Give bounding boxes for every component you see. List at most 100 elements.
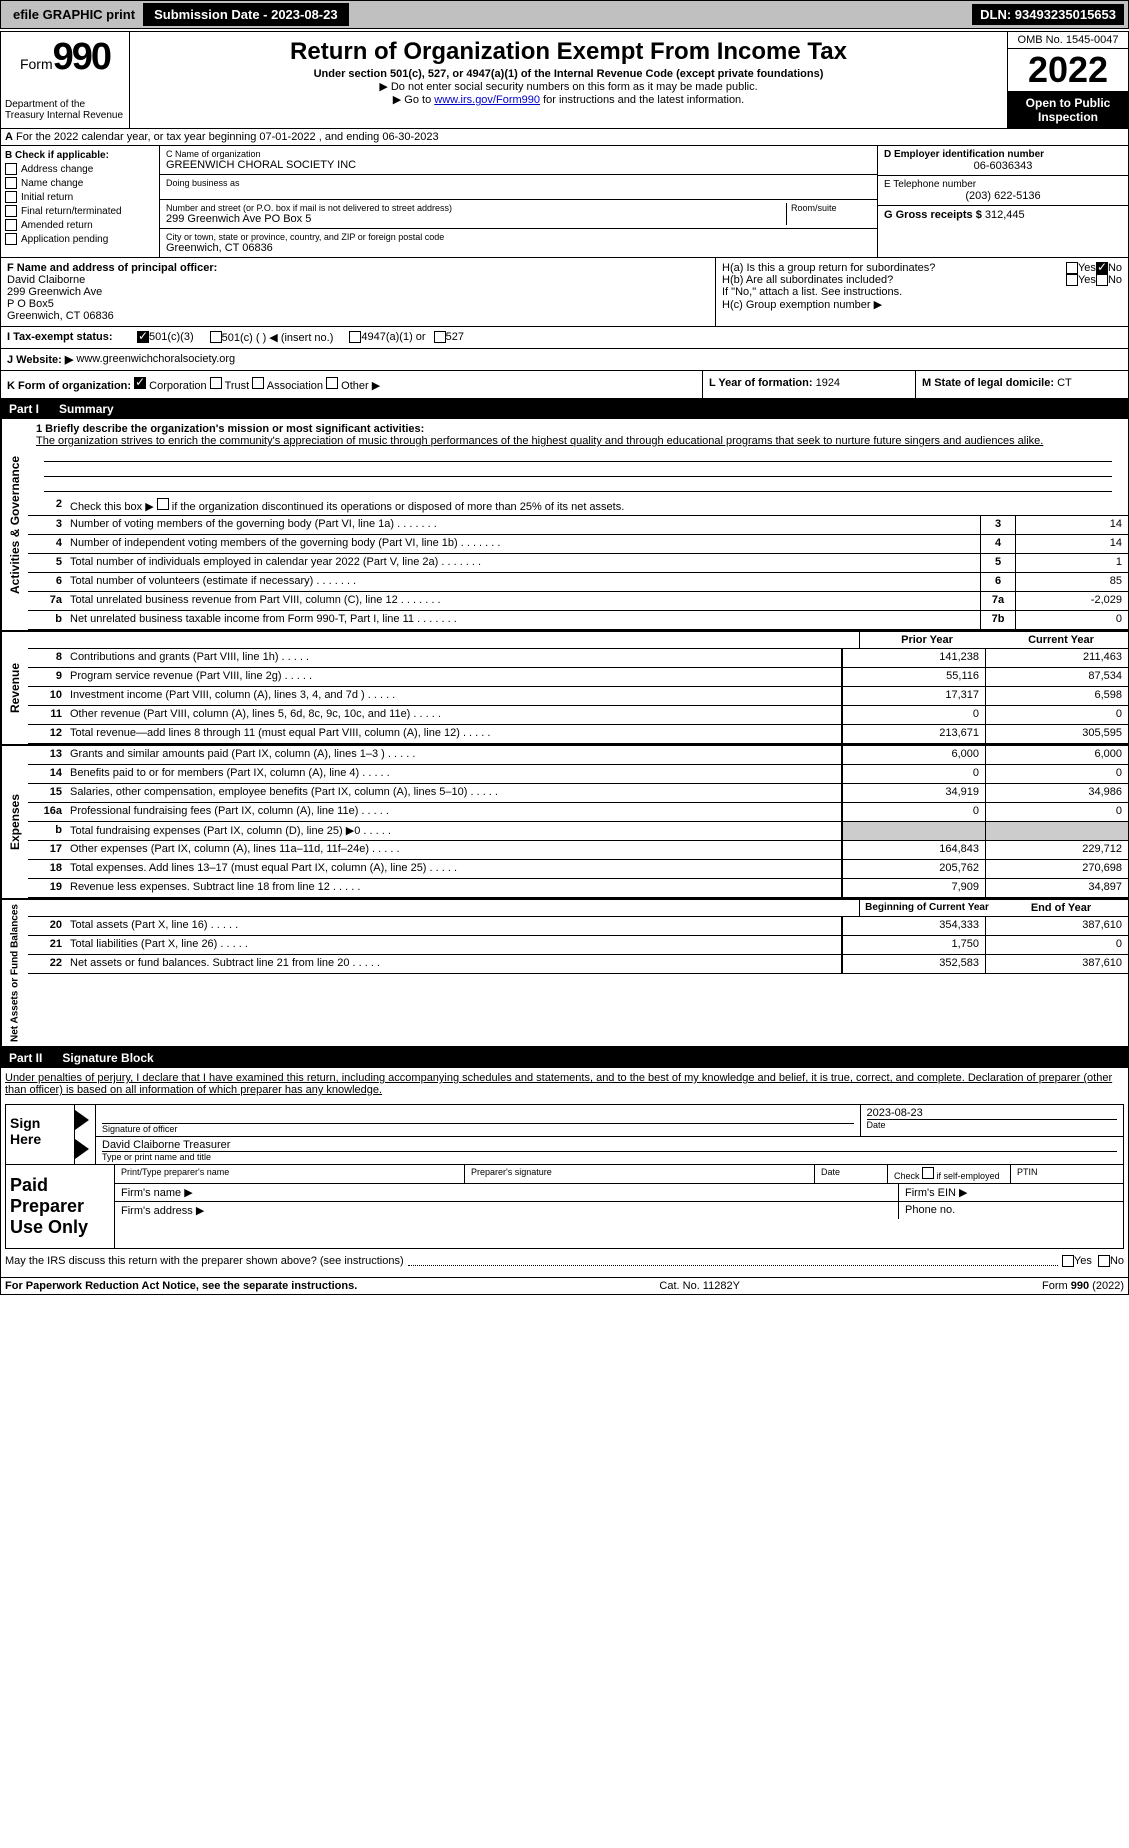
line-row: 6 Total number of volunteers (estimate i… <box>28 573 1128 592</box>
check-final-return[interactable] <box>5 205 17 217</box>
check-ha-yes[interactable] <box>1066 262 1078 274</box>
check-trust[interactable] <box>210 377 222 389</box>
line-row: 4 Number of independent voting members o… <box>28 535 1128 554</box>
officer-addr2: P O Box5 <box>7 298 709 310</box>
website-label: J Website: ▶ <box>7 353 73 366</box>
submission-date-button[interactable]: Submission Date - 2023-08-23 <box>143 3 349 26</box>
line-row: b Net unrelated business taxable income … <box>28 611 1128 630</box>
part-i-label: Part I <box>9 402 39 416</box>
sign-here-label: Sign Here <box>6 1105 75 1164</box>
begin-year-header: Beginning of Current Year <box>860 900 994 916</box>
ein-label: D Employer identification number <box>884 149 1122 160</box>
line2-suffix: if the organization discontinued its ope… <box>172 501 625 513</box>
sig-officer-label: Signature of officer <box>102 1123 854 1134</box>
irs-link[interactable]: www.irs.gov/Form990 <box>434 94 540 106</box>
top-bar: efile GRAPHIC print Submission Date - 20… <box>0 0 1129 29</box>
form-container: Form990 Department of the Treasury Inter… <box>0 31 1129 1295</box>
line1-text: The organization strives to enrich the c… <box>36 435 1120 447</box>
arrow-icon <box>75 1110 89 1130</box>
domicile-label: M State of legal domicile: <box>922 377 1054 389</box>
officer-name: David Claiborne <box>7 274 709 286</box>
line-row: 5 Total number of individuals employed i… <box>28 554 1128 573</box>
org-name: GREENWICH CHORAL SOCIETY INC <box>166 159 871 171</box>
sig-date-value: 2023-08-23 <box>867 1107 1118 1119</box>
part-ii-title: Signature Block <box>62 1051 153 1065</box>
netassets-vlabel: Net Assets or Fund Balances <box>1 900 28 1046</box>
penalty-text: Under penalties of perjury, I declare th… <box>5 1072 1124 1096</box>
check-discuss-no[interactable] <box>1098 1255 1110 1267</box>
check-other[interactable] <box>326 377 338 389</box>
check-address-change[interactable] <box>5 163 17 175</box>
gross-receipts-label: G Gross receipts $ <box>884 209 982 221</box>
line-row: 20 Total assets (Part X, line 16) . . . … <box>28 917 1128 936</box>
box-b: B Check if applicable: Address change Na… <box>1 146 160 257</box>
check-amended[interactable] <box>5 219 17 231</box>
hc-label: H(c) Group exemption number ▶ <box>722 298 1122 311</box>
form-org-label: K Form of organization: <box>7 380 131 392</box>
website-value: www.greenwichchoralsociety.org <box>76 353 235 366</box>
line-row: 16a Professional fundraising fees (Part … <box>28 803 1128 822</box>
omb-number: OMB No. 1545-0047 <box>1008 32 1128 49</box>
box-h: H(a) Is this a group return for subordin… <box>715 258 1128 326</box>
officer-typed-name: David Claiborne Treasurer <box>102 1139 1117 1151</box>
box-c: C Name of organization GREENWICH CHORAL … <box>160 146 878 257</box>
check-527[interactable] <box>434 331 446 343</box>
part-i-header: Part I Summary <box>1 399 1128 419</box>
signature-section: Under penalties of perjury, I declare th… <box>1 1068 1128 1277</box>
line-row: 9 Program service revenue (Part VIII, li… <box>28 668 1128 687</box>
check-self-employed[interactable] <box>922 1167 934 1179</box>
line-row: 21 Total liabilities (Part X, line 26) .… <box>28 936 1128 955</box>
line-row: 12 Total revenue—add lines 8 through 11 … <box>28 725 1128 744</box>
line-row: 22 Net assets or fund balances. Subtract… <box>28 955 1128 974</box>
row-klm: K Form of organization: Corporation Trus… <box>1 371 1128 399</box>
check-name-change[interactable] <box>5 177 17 189</box>
check-discuss-yes[interactable] <box>1062 1255 1074 1267</box>
activities-vlabel: Activities & Governance <box>1 419 28 630</box>
line-row: 10 Investment income (Part VIII, column … <box>28 687 1128 706</box>
dln-label: DLN: 93493235015653 <box>972 4 1124 25</box>
check-501c3[interactable] <box>137 331 149 343</box>
check-hb-yes[interactable] <box>1066 274 1078 286</box>
form-title: Return of Organization Exempt From Incom… <box>134 38 1003 66</box>
check-app-pending[interactable] <box>5 233 17 245</box>
dept-label: Department of the Treasury Internal Reve… <box>5 99 125 121</box>
check-discontinued[interactable] <box>157 498 169 510</box>
check-assoc[interactable] <box>252 377 264 389</box>
check-initial-return[interactable] <box>5 191 17 203</box>
line-row: 13 Grants and similar amounts paid (Part… <box>28 746 1128 765</box>
check-hb-no[interactable] <box>1096 274 1108 286</box>
org-name-label: C Name of organization <box>166 149 871 159</box>
ein-value: 06-6036343 <box>884 160 1122 172</box>
line-row: 14 Benefits paid to or for members (Part… <box>28 765 1128 784</box>
officer-label: F Name and address of principal officer: <box>7 262 709 274</box>
line-row: 17 Other expenses (Part IX, column (A), … <box>28 841 1128 860</box>
cat-no: Cat. No. 11282Y <box>659 1280 740 1292</box>
room-label: Room/suite <box>791 203 871 213</box>
firm-ein-label: Firm's EIN ▶ <box>905 1187 968 1199</box>
formation-label: L Year of formation: <box>709 377 813 389</box>
line-row: 11 Other revenue (Part VIII, column (A),… <box>28 706 1128 725</box>
ha-label: H(a) Is this a group return for subordin… <box>722 262 1066 274</box>
open-inspection: Open to Public Inspection <box>1008 92 1128 128</box>
hb-label: H(b) Are all subordinates included? <box>722 274 1066 286</box>
box-deg: D Employer identification number 06-6036… <box>878 146 1128 257</box>
preparer-table: Paid Preparer Use Only Print/Type prepar… <box>5 1165 1124 1249</box>
check-4947[interactable] <box>349 331 361 343</box>
header-right: OMB No. 1545-0047 2022 Open to Public In… <box>1007 32 1128 128</box>
prep-date-label: Date <box>821 1167 881 1177</box>
city-value: Greenwich, CT 06836 <box>166 242 871 254</box>
check-corp[interactable] <box>134 377 146 389</box>
current-year-header: Current Year <box>994 632 1128 648</box>
form-header: Form990 Department of the Treasury Inter… <box>1 32 1128 129</box>
ptin-label: PTIN <box>1017 1167 1117 1177</box>
check-501c[interactable] <box>210 331 222 343</box>
officer-addr1: 299 Greenwich Ave <box>7 286 709 298</box>
check-ha-no[interactable] <box>1096 262 1108 274</box>
line-row: 19 Revenue less expenses. Subtract line … <box>28 879 1128 898</box>
paid-preparer-label: Paid Preparer Use Only <box>6 1165 115 1248</box>
tax-exempt-label: I Tax-exempt status: <box>7 331 137 344</box>
revenue-vlabel: Revenue <box>1 632 28 744</box>
prep-sig-label: Preparer's signature <box>471 1167 808 1177</box>
row-i: I Tax-exempt status: 501(c)(3) 501(c) ( … <box>1 327 1128 349</box>
firm-name-label: Firm's name ▶ <box>121 1187 193 1199</box>
